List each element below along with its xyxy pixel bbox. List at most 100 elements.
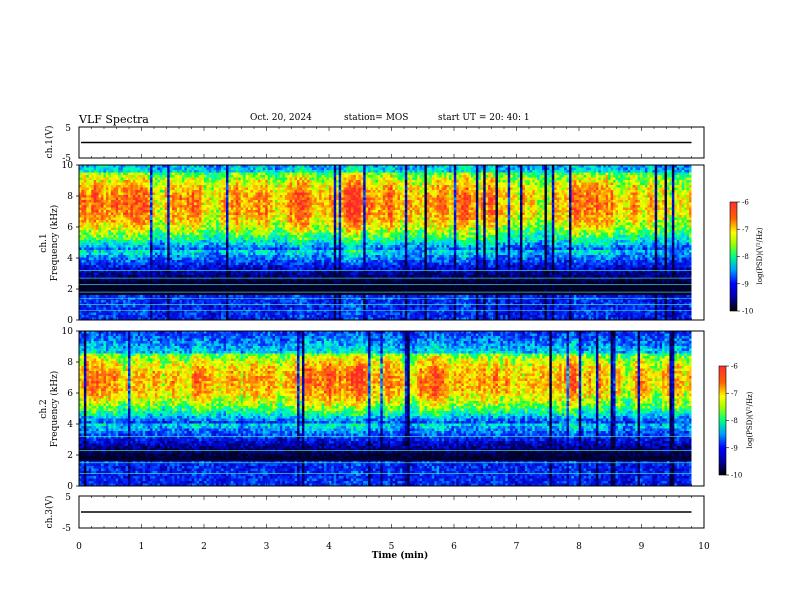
spectrogram-cell: [81, 198, 84, 201]
spectrogram-cell: [128, 250, 131, 253]
spectrogram-cell: [128, 228, 131, 231]
spectrogram-cell: [123, 213, 126, 216]
spectrogram-cell: [118, 188, 121, 191]
spectrogram-cell: [116, 313, 119, 316]
spectrogram-cell: [108, 193, 111, 196]
spectrogram-cell: [113, 290, 116, 293]
spectrogram-cell: [104, 248, 107, 251]
spectrogram-cell: [104, 203, 107, 206]
spectrogram-cell: [113, 225, 116, 228]
spectrogram-cell: [121, 195, 124, 198]
spectrogram-cell: [96, 193, 99, 196]
spectrogram-cell: [101, 215, 104, 218]
spectrogram-cell: [126, 225, 129, 228]
spectrogram-cell: [94, 283, 97, 286]
spectrogram-cell: [126, 233, 129, 236]
spectrogram-cell: [121, 233, 124, 236]
spectrogram-cell: [118, 305, 121, 308]
spectrogram-cell: [96, 173, 99, 176]
spectrogram-cell: [126, 280, 129, 283]
spectrogram-cell: [89, 268, 92, 271]
spectrogram-cell: [116, 240, 119, 243]
spectrogram-cell: [104, 305, 107, 308]
spectrogram-cell: [128, 308, 131, 311]
spectrogram-cell: [128, 315, 131, 318]
spectrogram-cell: [106, 225, 109, 228]
spectrogram-cell: [108, 173, 111, 176]
spectrogram-cell: [116, 230, 119, 233]
spectrogram-cell: [86, 195, 89, 198]
spectrogram-cell: [84, 295, 87, 298]
spectrogram-cell: [123, 205, 126, 208]
spectrogram-cell: [101, 195, 104, 198]
spectrogram-cell: [101, 303, 104, 306]
spectrogram-cell: [81, 260, 84, 263]
spectrogram-cell: [91, 275, 94, 278]
spectrogram-cell: [108, 290, 111, 293]
spectrogram-cell: [89, 205, 92, 208]
spectrogram-cell: [123, 285, 126, 288]
spectrogram-cell: [128, 230, 131, 233]
spectrogram-cell: [96, 185, 99, 188]
spectrogram-cell: [94, 200, 97, 203]
spectrogram-cell: [91, 303, 94, 306]
spectrogram-cell: [96, 210, 99, 213]
spectrogram-cell: [123, 235, 126, 238]
spectrogram-cell: [94, 315, 97, 318]
spectrogram-cell: [126, 293, 129, 296]
spectrogram-cell: [106, 298, 109, 301]
spectrogram-cell: [118, 290, 121, 293]
spectrogram-cell: [96, 198, 99, 201]
spectrogram-cell: [89, 283, 92, 286]
spectrogram-cell: [116, 233, 119, 236]
spectrogram-cell: [99, 185, 102, 188]
spectrogram-cell: [111, 188, 114, 191]
spectrogram-cell: [101, 248, 104, 251]
spectrogram-cell: [108, 265, 111, 268]
spectrogram-cell: [128, 193, 131, 196]
spectrogram-cell: [123, 295, 126, 298]
spectrogram-cell: [89, 185, 92, 188]
spectrogram-cell: [121, 245, 124, 248]
spectrogram-cell: [106, 290, 109, 293]
spectrogram-cell: [96, 263, 99, 266]
spectrogram-cell: [94, 193, 97, 196]
spectrogram-cell: [121, 220, 124, 223]
spectrogram-cell: [86, 188, 89, 191]
spectrogram-cell: [104, 295, 107, 298]
spectrogram-cell: [94, 273, 97, 276]
spectrogram-cell: [96, 208, 99, 211]
spectrogram-cell: [104, 210, 107, 213]
spectrogram-cell: [84, 255, 87, 258]
spectrogram-cell: [111, 313, 114, 316]
spectrogram-cell: [94, 208, 97, 211]
spectrogram-cell: [121, 235, 124, 238]
spectrogram-cell: [106, 300, 109, 303]
spectrogram-cell: [116, 308, 119, 311]
spectrogram-cell: [89, 235, 92, 238]
spectrogram-cell: [116, 243, 119, 246]
spectrogram-cell: [86, 203, 89, 206]
spectrogram-cell: [96, 220, 99, 223]
spectrogram-cell: [96, 303, 99, 306]
spectrogram-cell: [111, 220, 114, 223]
spectrogram-cell: [91, 240, 94, 243]
spectrogram-cell: [94, 223, 97, 226]
spectrogram-cell: [91, 243, 94, 246]
spectrogram-cell: [89, 248, 92, 251]
spectrogram-cell: [116, 200, 119, 203]
spectrogram-cell: [126, 255, 129, 258]
spectrogram-cell: [116, 290, 119, 293]
spectrogram-cell: [113, 208, 116, 211]
spectrogram-cell: [126, 213, 129, 216]
spectrogram-cell: [121, 313, 124, 316]
spectrogram-cell: [123, 223, 126, 226]
spectrogram-cell: [104, 240, 107, 243]
spectrogram-cell: [81, 308, 84, 311]
spectrogram-cell: [81, 168, 84, 171]
spectrogram-cell: [118, 240, 121, 243]
spectrogram-cell: [86, 173, 89, 176]
spectrogram-cell: [106, 293, 109, 296]
spectrogram-cell: [121, 183, 124, 186]
spectrogram-cell: [111, 258, 114, 261]
